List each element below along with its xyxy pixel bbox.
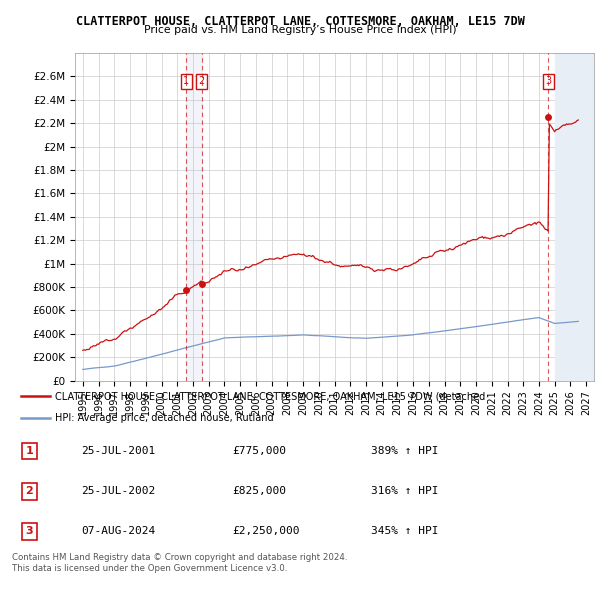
Text: 1: 1 <box>183 77 189 87</box>
Text: 2: 2 <box>25 486 33 496</box>
Text: 3: 3 <box>26 526 33 536</box>
Text: 1: 1 <box>25 446 33 456</box>
Text: 345% ↑ HPI: 345% ↑ HPI <box>371 526 439 536</box>
Text: CLATTERPOT HOUSE, CLATTERPOT LANE, COTTESMORE, OAKHAM, LE15 7DW: CLATTERPOT HOUSE, CLATTERPOT LANE, COTTE… <box>76 15 524 28</box>
Bar <box>554 53 600 381</box>
Text: 25-JUL-2002: 25-JUL-2002 <box>82 486 156 496</box>
Text: 2: 2 <box>199 77 205 87</box>
Text: CLATTERPOT HOUSE, CLATTERPOT LANE, COTTESMORE, OAKHAM, LE15 7DW (detached: CLATTERPOT HOUSE, CLATTERPOT LANE, COTTE… <box>55 391 485 401</box>
Text: Contains HM Land Registry data © Crown copyright and database right 2024.
This d: Contains HM Land Registry data © Crown c… <box>12 553 347 573</box>
Text: Price paid vs. HM Land Registry’s House Price Index (HPI): Price paid vs. HM Land Registry’s House … <box>143 25 457 35</box>
Bar <box>554 53 600 381</box>
Text: £775,000: £775,000 <box>232 446 286 456</box>
Text: 3: 3 <box>545 77 551 87</box>
Text: 389% ↑ HPI: 389% ↑ HPI <box>371 446 439 456</box>
Text: 316% ↑ HPI: 316% ↑ HPI <box>371 486 439 496</box>
Bar <box>186 53 202 381</box>
Text: HPI: Average price, detached house, Rutland: HPI: Average price, detached house, Rutl… <box>55 414 274 424</box>
Text: £2,250,000: £2,250,000 <box>232 526 299 536</box>
Text: 25-JUL-2001: 25-JUL-2001 <box>82 446 156 456</box>
Text: £825,000: £825,000 <box>232 486 286 496</box>
Text: 07-AUG-2024: 07-AUG-2024 <box>82 526 156 536</box>
